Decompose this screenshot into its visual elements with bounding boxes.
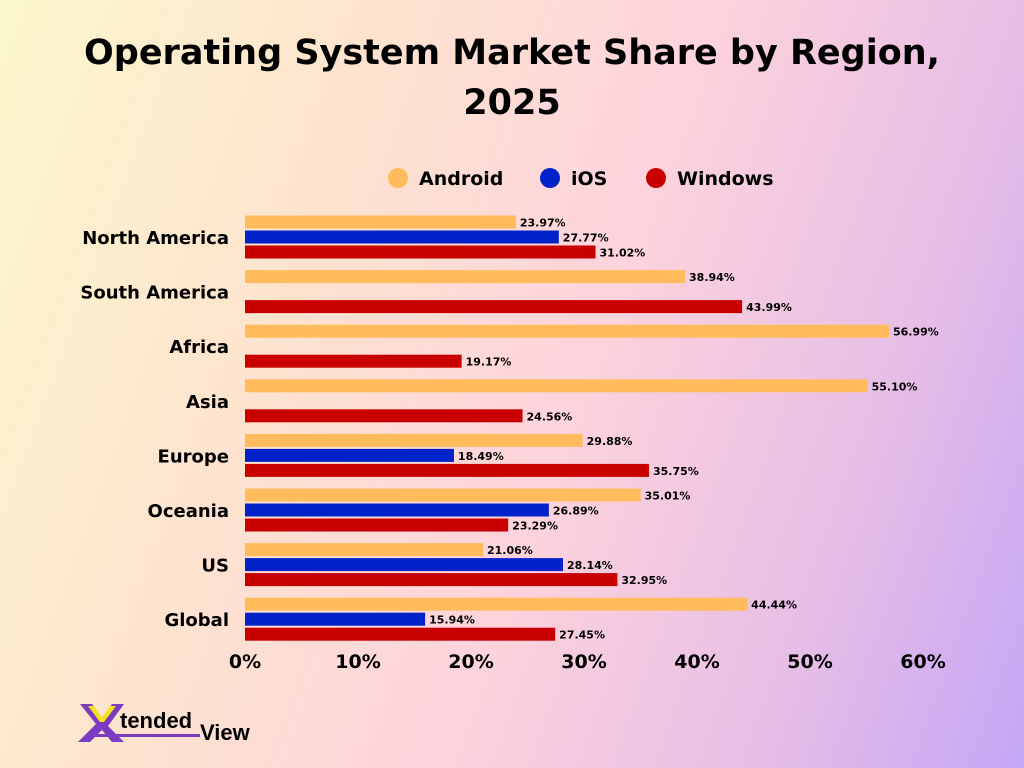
x-tick-label: 10% <box>335 651 380 673</box>
data-label: 27.45% <box>559 629 605 642</box>
data-label: 23.29% <box>512 520 558 533</box>
xtendedview-logo: tended View <box>78 702 268 744</box>
x-tick-label: 50% <box>787 651 832 673</box>
x-tick-label: 60% <box>900 651 945 673</box>
title-line-1: Operating System Market Share by Region, <box>84 33 940 73</box>
data-label: 23.97% <box>520 217 566 230</box>
x-tick-label: 40% <box>674 651 719 673</box>
data-label: 28.14% <box>567 559 613 572</box>
data-label: 18.49% <box>458 450 504 463</box>
category-label: Asia <box>186 392 229 413</box>
data-label: 31.02% <box>600 247 646 260</box>
bar-windows <box>245 573 618 587</box>
bar-windows <box>245 245 596 259</box>
data-label: 56.99% <box>893 326 939 339</box>
title-line-2: 2025 <box>463 83 561 123</box>
bar-windows <box>245 518 509 532</box>
data-label: 24.56% <box>527 410 573 423</box>
logo-text-view: View <box>200 720 251 744</box>
bar-ios <box>245 612 426 626</box>
data-label: 35.75% <box>653 465 699 478</box>
data-label: 21.06% <box>487 544 533 557</box>
category-label: US <box>201 556 229 577</box>
bar-ios <box>245 230 559 244</box>
bar-windows <box>245 463 649 477</box>
bar-android <box>245 324 889 338</box>
bar-ios <box>245 558 563 572</box>
legend-marker-windows <box>646 168 666 188</box>
legend-marker-ios <box>540 168 560 188</box>
bar-ios <box>245 448 454 462</box>
legend-label-windows: Windows <box>677 168 774 190</box>
bar-ios <box>245 503 549 517</box>
bar-android <box>245 597 748 611</box>
bar-windows <box>245 354 462 368</box>
category-label: Africa <box>169 337 229 358</box>
x-tick-label: 0% <box>229 651 261 673</box>
data-label: 29.88% <box>587 435 633 448</box>
bar-android <box>245 215 516 229</box>
bar-windows <box>245 409 523 423</box>
legend-marker-android <box>388 168 408 188</box>
legend-label-android: Android <box>419 168 503 190</box>
bar-windows <box>245 300 743 314</box>
legend-label-ios: iOS <box>571 168 607 190</box>
bar-windows <box>245 627 556 641</box>
data-label: 27.77% <box>563 232 609 245</box>
data-label: 32.95% <box>621 574 667 587</box>
data-label: 19.17% <box>466 356 512 369</box>
bar-android <box>245 488 641 502</box>
bar-android <box>245 379 868 393</box>
chart-title: Operating System Market Share by Region,… <box>0 28 1024 128</box>
category-label: North America <box>82 228 229 249</box>
data-label: 43.99% <box>746 301 792 314</box>
data-label: 55.10% <box>872 380 918 393</box>
data-label: 26.89% <box>553 505 599 518</box>
data-label: 44.44% <box>751 599 797 612</box>
x-tick-label: 20% <box>448 651 493 673</box>
category-label: South America <box>80 283 229 304</box>
logo-mark: tended View <box>78 704 251 744</box>
data-label: 15.94% <box>429 614 475 627</box>
data-label: 35.01% <box>645 490 691 503</box>
category-label: Oceania <box>148 501 229 522</box>
category-label: Global <box>164 610 229 631</box>
bar-android <box>245 543 483 557</box>
bar-android <box>245 433 583 447</box>
logo-text-tended: tended <box>120 708 192 733</box>
x-tick-label: 30% <box>561 651 606 673</box>
data-label: 38.94% <box>689 271 735 284</box>
category-label: Europe <box>158 446 229 467</box>
bar-android <box>245 270 686 284</box>
